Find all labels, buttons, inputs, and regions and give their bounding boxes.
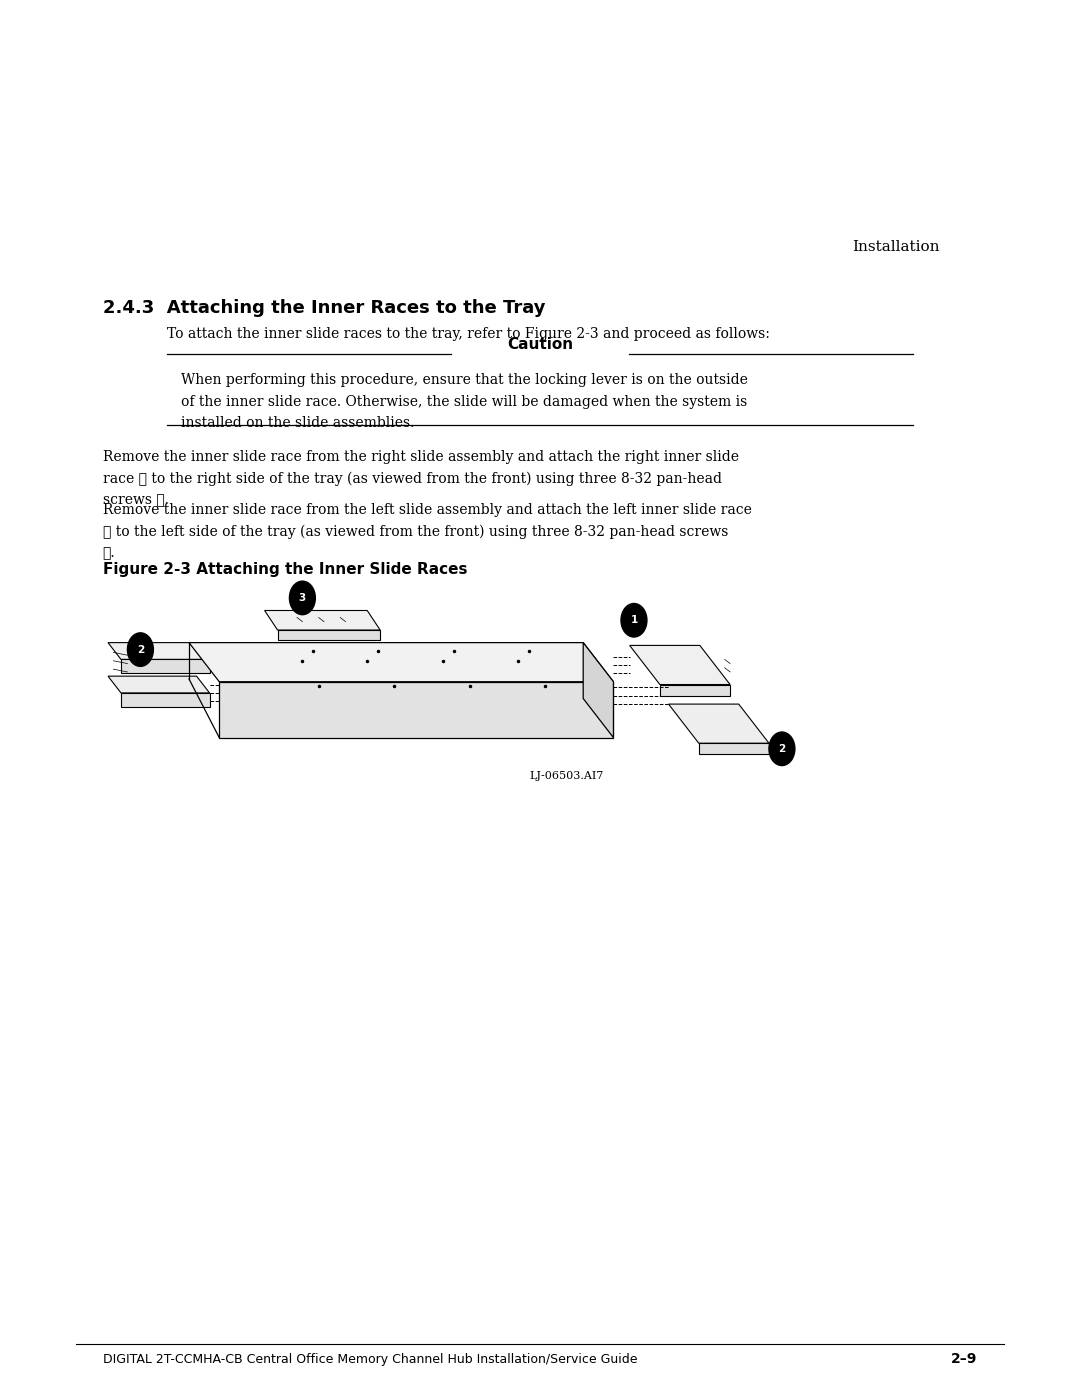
Text: ⓶.: ⓶. (103, 546, 116, 560)
Text: Remove the inner slide race from the right slide assembly and attach the right i: Remove the inner slide race from the rig… (103, 450, 739, 464)
Circle shape (127, 633, 153, 666)
Polygon shape (699, 743, 769, 754)
Text: 2–9: 2–9 (951, 1352, 977, 1366)
Text: ⓷ to the left side of the tray (as viewed from the front) using three 8-32 pan-h: ⓷ to the left side of the tray (as viewe… (103, 525, 728, 539)
Polygon shape (189, 643, 613, 682)
Text: To attach the inner slide races to the tray, refer to Figure 2-3 and proceed as : To attach the inner slide races to the t… (167, 327, 770, 341)
Text: Caution: Caution (507, 337, 573, 352)
Text: 2: 2 (137, 644, 144, 655)
Text: 3: 3 (299, 592, 306, 604)
Text: LJ-06503.AI7: LJ-06503.AI7 (530, 771, 604, 781)
Polygon shape (660, 685, 730, 696)
Polygon shape (669, 704, 769, 743)
Circle shape (621, 604, 647, 637)
Text: DIGITAL 2T-CCMHA-CB Central Office Memory Channel Hub Installation/Service Guide: DIGITAL 2T-CCMHA-CB Central Office Memor… (103, 1354, 637, 1366)
Text: installed on the slide assemblies.: installed on the slide assemblies. (181, 416, 415, 430)
Text: of the inner slide race. Otherwise, the slide will be damaged when the system is: of the inner slide race. Otherwise, the … (181, 394, 747, 409)
Text: Installation: Installation (852, 240, 940, 254)
Polygon shape (219, 682, 613, 738)
Text: 2.4.3  Attaching the Inner Races to the Tray: 2.4.3 Attaching the Inner Races to the T… (103, 299, 545, 317)
Polygon shape (121, 659, 210, 673)
Polygon shape (121, 693, 210, 707)
Polygon shape (583, 643, 613, 738)
Text: When performing this procedure, ensure that the locking lever is on the outside: When performing this procedure, ensure t… (181, 373, 748, 387)
Polygon shape (278, 630, 380, 640)
Polygon shape (265, 610, 380, 630)
Circle shape (289, 581, 315, 615)
Polygon shape (630, 645, 730, 685)
Circle shape (769, 732, 795, 766)
Text: Figure 2-3 Attaching the Inner Slide Races: Figure 2-3 Attaching the Inner Slide Rac… (103, 562, 468, 577)
Text: 2: 2 (779, 743, 785, 754)
Text: 1: 1 (631, 615, 637, 626)
Text: Remove the inner slide race from the left slide assembly and attach the left inn: Remove the inner slide race from the lef… (103, 503, 752, 517)
Polygon shape (108, 676, 210, 693)
Polygon shape (108, 643, 210, 659)
Text: screws ⓶.: screws ⓶. (103, 493, 168, 507)
Text: race ⓵ to the right side of the tray (as viewed from the front) using three 8-32: race ⓵ to the right side of the tray (as… (103, 471, 721, 486)
